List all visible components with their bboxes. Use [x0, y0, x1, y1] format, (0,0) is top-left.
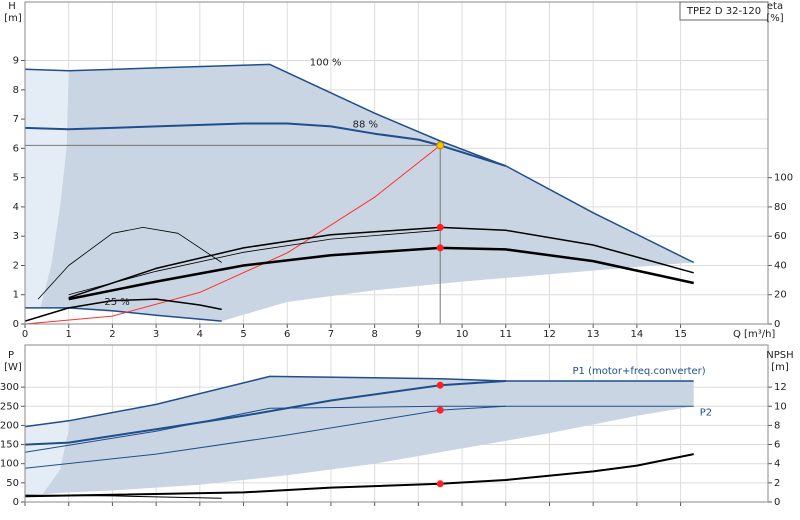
operating-point	[436, 406, 444, 414]
curve	[24, 122, 507, 167]
x-axis-label: Q [m³/h]	[733, 329, 775, 340]
y2-tick-label: 10	[774, 401, 787, 412]
y2-tick-label: 20	[774, 290, 787, 301]
y-tick-label: 3	[13, 231, 19, 242]
y-axis-unit: [m]	[4, 13, 22, 24]
y2-axis-label: NPSH	[766, 350, 793, 361]
x-tick-label: 1	[66, 329, 72, 340]
x-tick-label: 13	[587, 329, 600, 340]
y-tick-label: 6	[13, 143, 19, 154]
curve	[24, 298, 222, 322]
x-tick-label: 6	[284, 329, 290, 340]
y-tick-label: 300	[0, 382, 19, 393]
y-tick-label: 150	[0, 440, 19, 451]
y2-axis-label: eta	[767, 1, 783, 12]
y-tick-label: 0	[13, 497, 19, 508]
curve-label: 100 %	[310, 57, 342, 68]
curve	[37, 227, 222, 300]
y2-tick-label: 80	[774, 202, 787, 213]
curve	[25, 307, 222, 322]
y2-tick-label: 2	[774, 478, 780, 489]
y-tick-label: 4	[13, 202, 19, 213]
operating-point	[436, 244, 444, 252]
curve-label: 88 %	[353, 120, 378, 131]
y2-tick-label: 0	[774, 319, 780, 330]
operating-point	[436, 480, 444, 488]
x-tick-label: 15	[674, 329, 687, 340]
curve	[24, 405, 506, 469]
y2-tick-label: 60	[774, 231, 787, 242]
y2-tick-label: 4	[774, 459, 780, 470]
curve	[68, 226, 694, 299]
y2-tick-label: 0	[774, 497, 780, 508]
y-axis-label: H	[8, 1, 16, 12]
y-tick-label: 8	[13, 85, 19, 96]
x-tick-label: 3	[153, 329, 159, 340]
series-layer	[24, 63, 695, 325]
y-tick-label: 1	[13, 290, 19, 301]
plot-border	[24, 344, 769, 503]
plot-border	[24, 1, 769, 325]
y2-tick-label: 40	[774, 260, 787, 271]
title-box	[679, 1, 769, 21]
curve	[68, 229, 441, 296]
y-axis-label: P	[8, 350, 14, 361]
plot: 0 1 2 3 4 5 6 7 8 9 10 11 12 13 14 15012345678902040608…	[13, 1, 793, 340]
x-tick-label: 2	[109, 329, 115, 340]
y-tick-label: 2	[13, 260, 19, 271]
curve-label: P2	[700, 407, 712, 418]
y2-tick-label: 6	[774, 440, 780, 451]
curve-label: P1 (motor+freq.converter)	[573, 366, 706, 377]
curve-label: 25 %	[104, 297, 129, 308]
operating-point	[436, 223, 444, 231]
y-tick-label: 100	[0, 459, 19, 470]
y2-tick-label: 8	[774, 420, 780, 431]
y-tick-label: 250	[0, 401, 19, 412]
y-tick-label: 7	[13, 114, 19, 125]
axes: 0 50 100 150 200 250 300 0 2 4 6 8 10 12 P1 (motor+fre…	[0, 344, 787, 508]
x-tick-label: 9	[415, 329, 421, 340]
x-tick-label: 8	[371, 329, 377, 340]
operating-point	[436, 141, 445, 150]
axes: 0 1 2 3 4 5 6 7 8 9 10 11 12 13 14 15012345678902040608…	[13, 1, 793, 340]
y2-tick-label: 100	[774, 173, 793, 184]
curve	[24, 405, 694, 453]
y-tick-label: 50	[6, 478, 19, 489]
y-tick-label: 5	[13, 173, 19, 184]
x-tick-label: 10	[456, 329, 469, 340]
x-tick-label: 14	[631, 329, 644, 340]
x-tick-label: 4	[197, 329, 203, 340]
layers: 0 1 2 3 4 5 6 7 8 9 10 11 12 13 14 15012345678902040608…	[0, 1, 793, 508]
x-tick-label: 5	[240, 329, 246, 340]
curve	[24, 63, 695, 264]
curve	[24, 494, 222, 499]
y2-axis-unit: [%]	[766, 13, 783, 24]
x-tick-label: 12	[543, 329, 556, 340]
range-area	[25, 420, 69, 495]
plot: 0 50 100 150 200 250 300 0 2 4 6 8 10 12 P1 (motor+fre…	[0, 344, 787, 508]
series-layer	[24, 375, 694, 499]
y-axis-unit: [W]	[4, 362, 22, 373]
y-tick-label: 200	[0, 420, 19, 431]
operating-point	[436, 381, 444, 389]
y2-tick-label: 12	[774, 382, 787, 393]
chart-title: TPE2 D 32-120	[686, 6, 761, 17]
y2-axis-unit: [m]	[771, 362, 789, 373]
curve	[68, 246, 694, 301]
curve	[24, 453, 694, 498]
y-tick-label: 9	[13, 56, 19, 67]
curve	[24, 145, 441, 325]
x-tick-label: 0	[22, 329, 28, 340]
x-tick-label: 11	[499, 329, 512, 340]
x-tick-label: 7	[328, 329, 334, 340]
y-tick-label: 0	[13, 319, 19, 330]
